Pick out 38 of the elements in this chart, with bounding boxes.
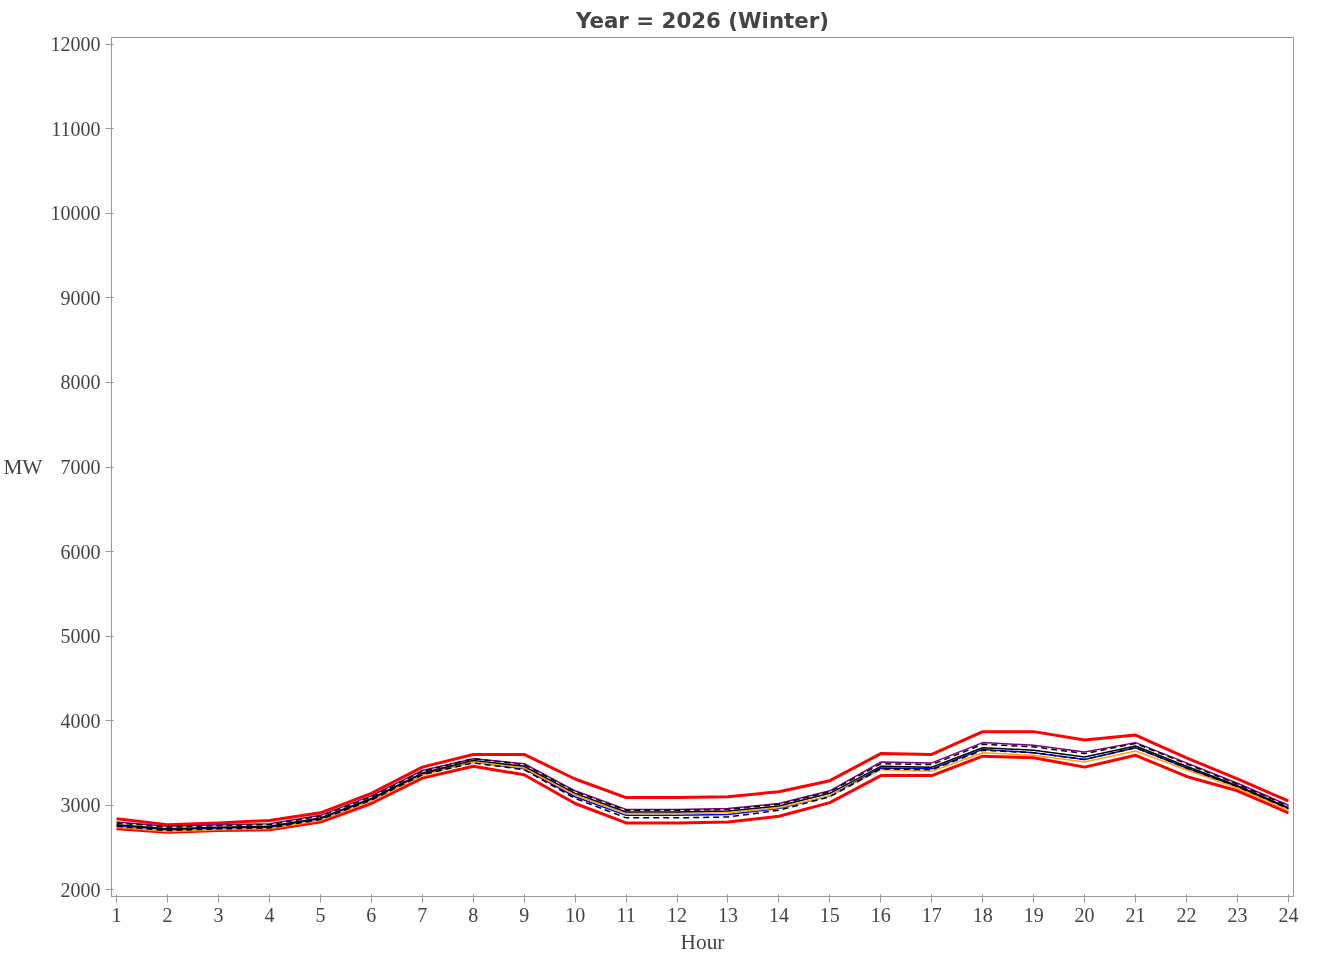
y-tick-label: 8000 — [60, 371, 101, 394]
x-tick-label: 3 — [213, 903, 224, 926]
x-tick-label: 24 — [1278, 903, 1299, 926]
x-tick-label: 20 — [1074, 903, 1095, 926]
y-axis-title: MW — [3, 455, 44, 479]
x-tick-label: 19 — [1023, 903, 1044, 926]
x-tick-label: 4 — [264, 903, 275, 926]
x-tick-label: 11 — [616, 903, 636, 926]
x-tick-label: 10 — [565, 903, 586, 926]
x-tick-label: 1 — [111, 903, 122, 926]
x-tick-label: 23 — [1227, 903, 1248, 926]
y-tick-label: 4000 — [60, 709, 101, 732]
x-tick-label: 2 — [162, 903, 173, 926]
y-tick-label: 11000 — [51, 117, 101, 140]
x-tick-label: 21 — [1125, 903, 1146, 926]
x-tick-label: 17 — [921, 903, 942, 926]
x-tick-label: 16 — [870, 903, 891, 926]
y-tick-label: 12000 — [50, 33, 101, 56]
x-axis-title: Hour — [680, 929, 725, 954]
y-tick-label: 10000 — [50, 202, 101, 225]
x-tick-label: 14 — [768, 903, 789, 926]
x-tick-label: 12 — [667, 903, 688, 926]
x-tick-label: 9 — [519, 903, 530, 926]
y-tick-label: 2000 — [60, 878, 101, 901]
x-tick-label: 15 — [819, 903, 840, 926]
x-tick-label: 8 — [468, 903, 479, 926]
y-tick-label: 7000 — [60, 456, 101, 478]
x-tick-label: 5 — [315, 903, 326, 926]
x-tick-label: 13 — [717, 903, 738, 926]
x-tick-label: 22 — [1176, 903, 1197, 926]
y-tick-label: 3000 — [60, 794, 101, 817]
y-tick-label: 9000 — [60, 286, 101, 309]
x-tick-label: 6 — [366, 903, 377, 926]
y-tick-label: 5000 — [60, 625, 101, 648]
y-tick-label: 6000 — [60, 540, 101, 563]
x-tick-label: 18 — [972, 903, 993, 926]
chart-title: Year = 2026 (Winter) — [574, 7, 830, 33]
x-tick-label: 7 — [417, 903, 428, 926]
